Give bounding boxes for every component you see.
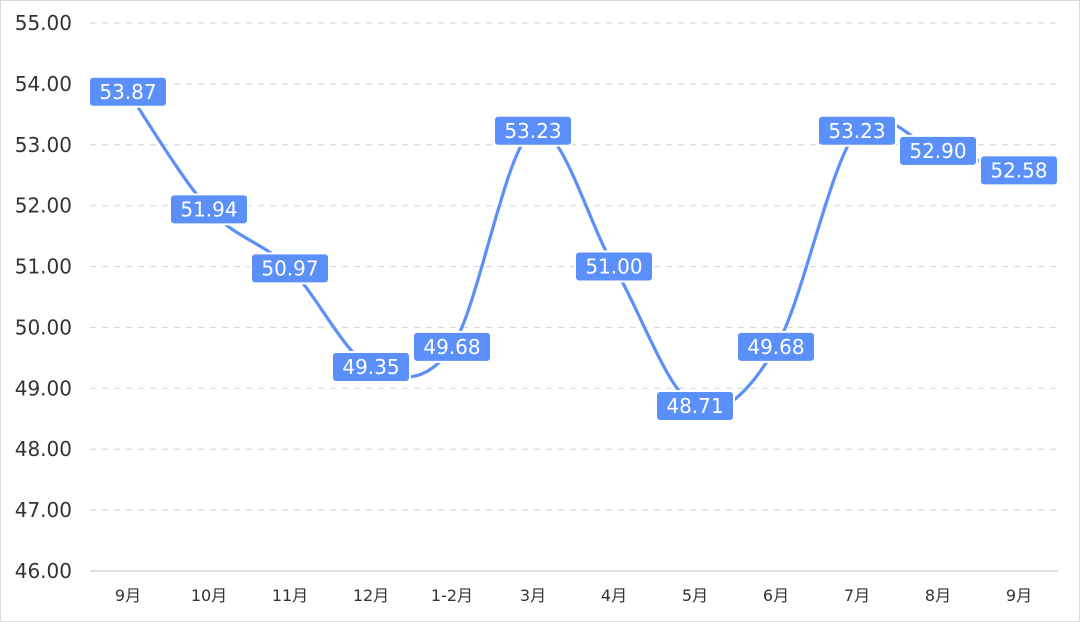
data-label-box <box>412 330 492 363</box>
x-tick-label: 7月 <box>844 586 870 605</box>
data-point-label: 53.87 <box>88 75 168 108</box>
data-label-text: 53.23 <box>504 119 561 143</box>
data-point-label: 52.58 <box>979 154 1059 187</box>
data-point-label: 48.71 <box>655 389 735 422</box>
data-point-label: 53.23 <box>493 114 573 147</box>
y-tick-label: 54.00 <box>15 72 72 96</box>
x-tick-label: 1-2月 <box>431 586 473 605</box>
data-labels: 53.87 51.94 50.97 49.35 49.68 53.23 51.00 48.71… <box>88 75 1059 422</box>
data-label-box <box>655 389 735 422</box>
data-label-box <box>574 250 654 283</box>
y-tick-label: 47.00 <box>15 498 72 522</box>
data-point-label: 53.23 <box>817 114 897 147</box>
data-label-text: 53.23 <box>828 119 885 143</box>
data-label-text: 50.97 <box>261 256 318 280</box>
grid-lines <box>90 22 1058 511</box>
data-label-text: 51.00 <box>585 255 642 279</box>
data-label-box <box>979 154 1059 187</box>
data-label-box <box>169 193 249 226</box>
data-point-label: 49.35 <box>331 351 411 384</box>
y-tick-label: 49.00 <box>15 376 72 400</box>
x-tick-label: 6月 <box>763 586 789 605</box>
data-label-box <box>250 252 330 285</box>
x-tick-label: 11月 <box>272 586 308 605</box>
x-tick-label: 9月 <box>115 586 141 605</box>
data-label-text: 52.90 <box>909 139 966 163</box>
data-label-text: 48.71 <box>666 394 723 418</box>
data-label-box <box>817 114 897 147</box>
y-tick-label: 48.00 <box>15 437 72 461</box>
y-tick-label: 50.00 <box>15 315 72 339</box>
x-tick-label: 4月 <box>601 586 627 605</box>
data-label-box <box>493 114 573 147</box>
x-axis-ticks: 9月 10月 11月 12月 1-2月 3月 4月 5月 6月 7月 8月 9月 <box>115 586 1032 605</box>
y-tick-label: 52.00 <box>15 194 72 218</box>
x-tick-label: 5月 <box>682 586 708 605</box>
data-label-text: 49.35 <box>342 355 399 379</box>
data-point-label: 49.68 <box>736 330 816 363</box>
x-tick-label: 3月 <box>520 586 546 605</box>
data-label-text: 53.87 <box>99 80 156 104</box>
y-tick-label: 55.00 <box>15 11 72 35</box>
data-label-box <box>331 351 411 384</box>
data-point-label: 52.90 <box>898 134 978 167</box>
y-tick-label: 51.00 <box>15 255 72 279</box>
data-label-text: 52.58 <box>990 158 1047 182</box>
data-point-label: 50.97 <box>250 252 330 285</box>
data-point-label: 49.68 <box>412 330 492 363</box>
data-point-label: 51.94 <box>169 193 249 226</box>
data-label-text: 49.68 <box>747 335 804 359</box>
x-tick-label: 10月 <box>191 586 227 605</box>
data-label-box <box>88 75 168 108</box>
y-tick-label: 53.00 <box>15 133 72 157</box>
data-label-text: 49.68 <box>423 335 480 359</box>
data-label-box <box>898 134 978 167</box>
y-axis-ticks: 46.00 47.00 48.00 49.00 50.00 51.00 52.00 53.00… <box>15 11 72 583</box>
x-tick-label: 9月 <box>1006 586 1032 605</box>
data-label-text: 51.94 <box>180 197 237 221</box>
y-tick-label: 46.00 <box>15 559 72 583</box>
x-tick-label: 12月 <box>353 586 389 605</box>
data-label-box <box>736 330 816 363</box>
data-point-label: 51.00 <box>574 250 654 283</box>
x-tick-label: 8月 <box>925 586 951 605</box>
